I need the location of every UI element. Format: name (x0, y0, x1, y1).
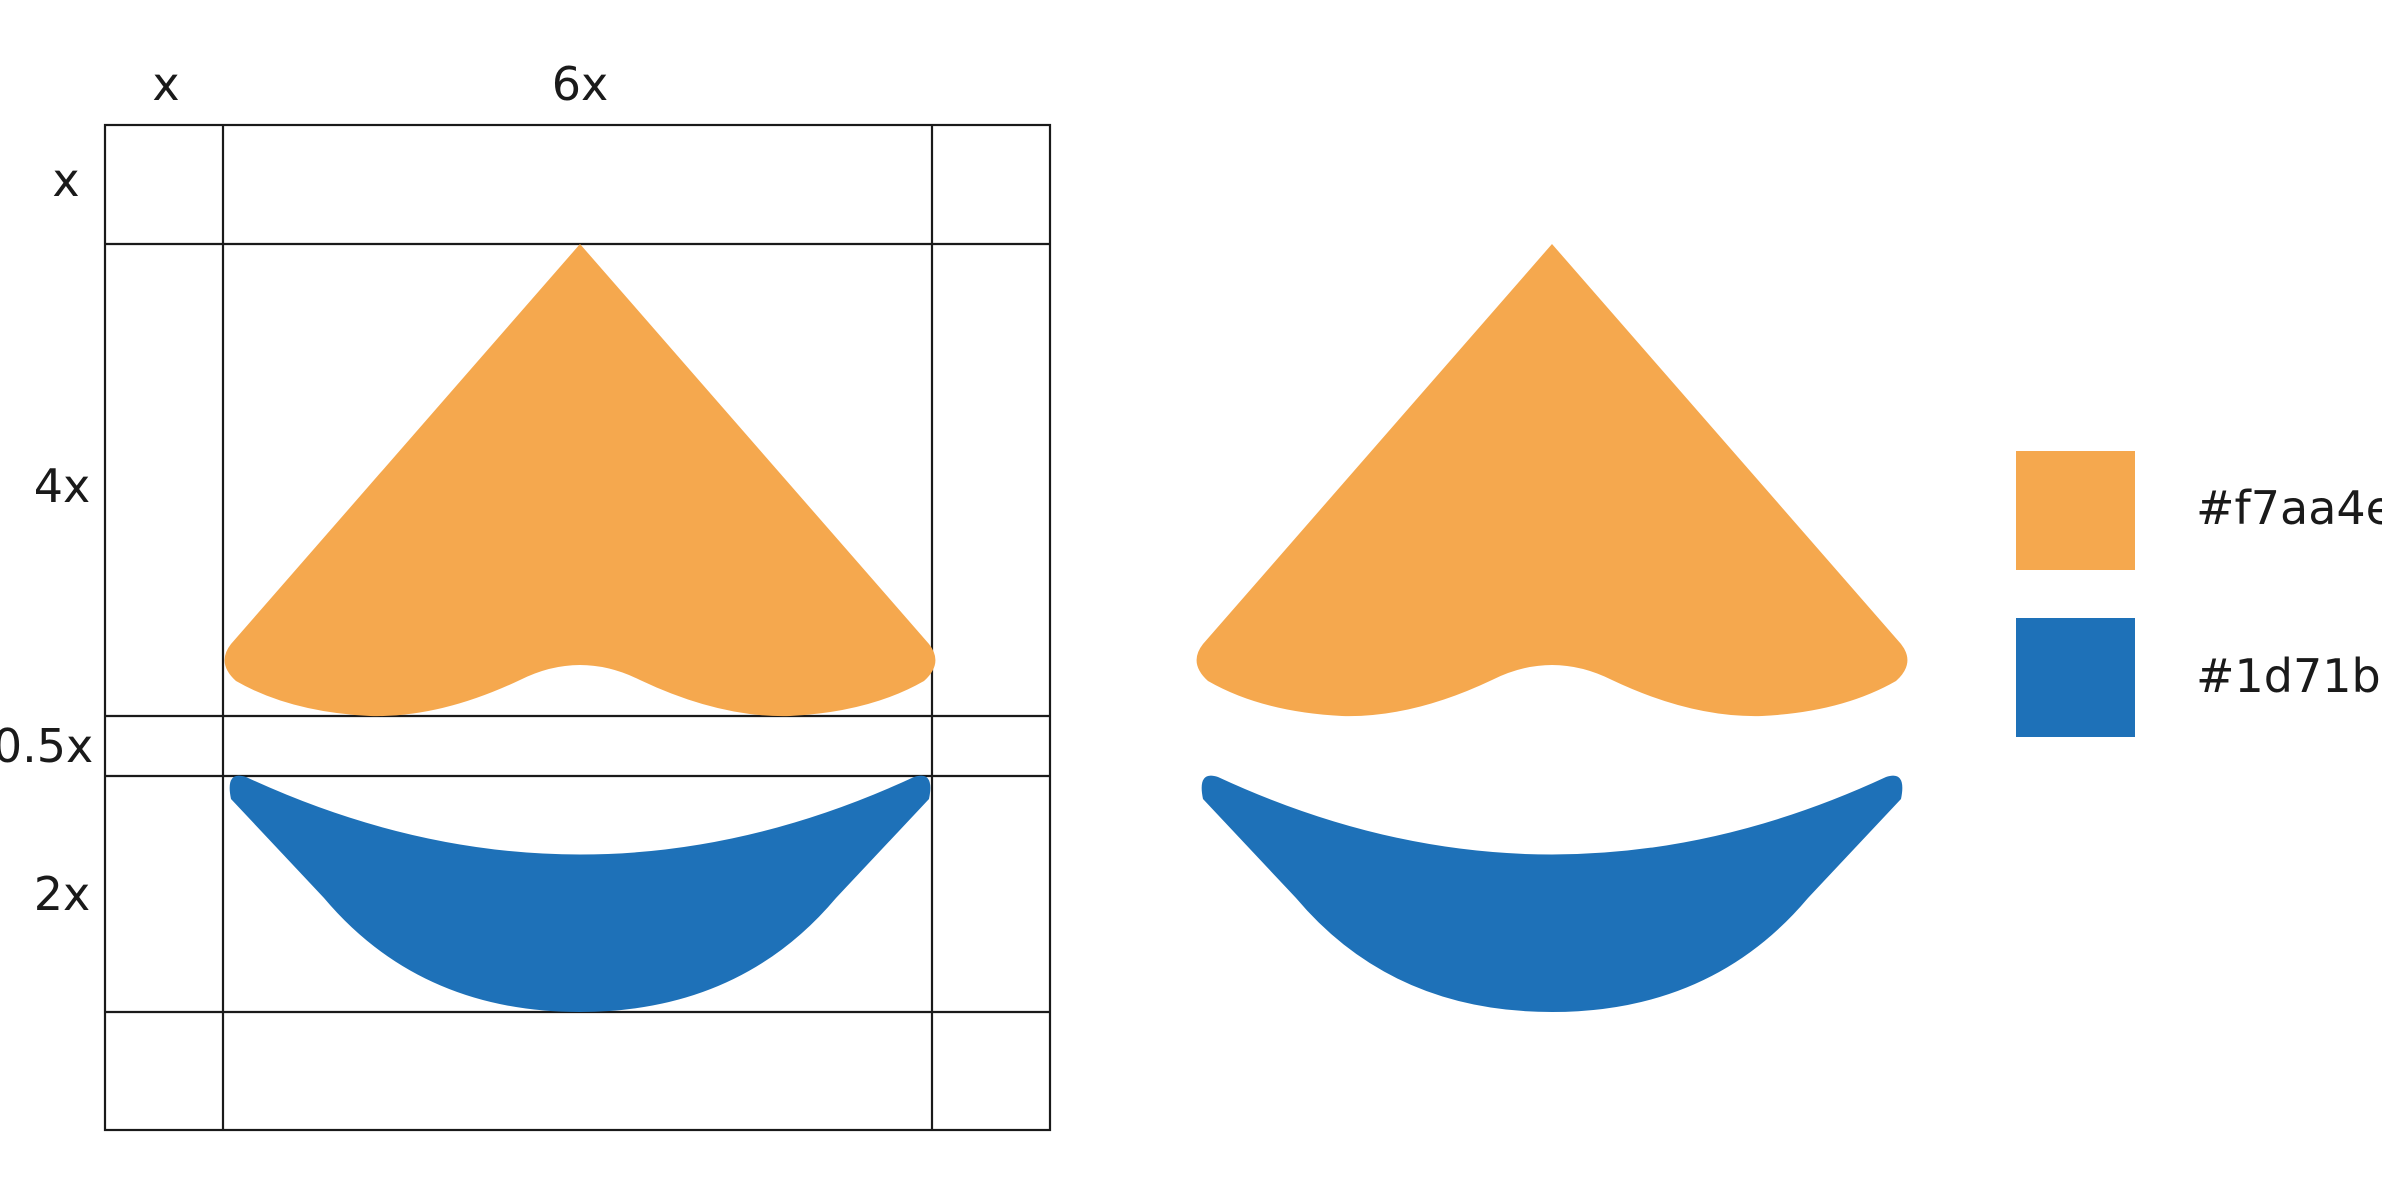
row-label-4x: 4x (34, 459, 91, 513)
final-logo (1196, 244, 1908, 1012)
orange-sail-shape (1196, 244, 1908, 717)
row-label-x: x (52, 153, 79, 207)
row-label-2x: 2x (34, 867, 91, 921)
construction-grid (103, 123, 1052, 1132)
column-label-x: x (152, 57, 179, 111)
orange-hex-label: #f7aa4e (2196, 481, 2382, 535)
orange-sail-shape (224, 244, 936, 717)
blue-hex-label: #1d71b8 (2196, 649, 2382, 703)
grid-dimension-labels: x 6x x 4x 0.5x 2x (0, 57, 608, 921)
orange-color-swatch (2016, 451, 2135, 570)
column-label-6x: 6x (552, 57, 609, 111)
blue-hull-shape (1201, 775, 1903, 1012)
logo-on-grid (224, 244, 936, 1012)
blue-hull-shape (229, 775, 931, 1012)
grid-outer-border (103, 123, 1052, 1132)
row-label-0.5x: 0.5x (0, 719, 93, 773)
color-palette: #f7aa4e #1d71b8 (2016, 451, 2382, 737)
blue-color-swatch (2016, 618, 2135, 737)
